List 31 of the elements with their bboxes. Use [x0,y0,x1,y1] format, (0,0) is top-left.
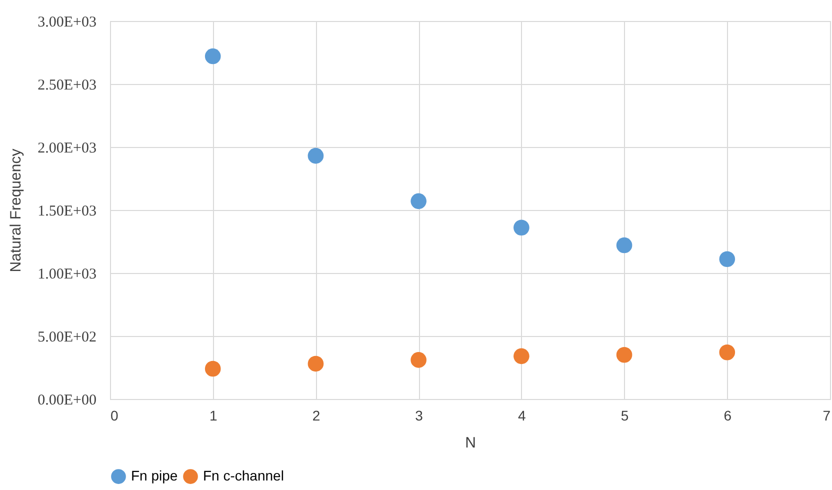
point [410,193,426,210]
point [204,48,221,64]
point [308,148,324,164]
point [514,348,530,364]
x-tick-label: 7 [822,408,831,424]
legend-label: Fn c-channel [203,468,284,484]
y-tick-label: 1.50E+03 [38,204,96,220]
point [308,356,324,372]
y-tick-label: 3.00E+03 [38,14,96,30]
point [616,347,632,363]
y-tick-label: 0.00E+00 [38,392,96,408]
point [616,237,632,254]
x-tick-label: 4 [518,408,526,424]
x-tick-label: 5 [620,408,629,424]
x-axis-title: N [465,434,476,452]
x-tick-label: 1 [209,408,218,424]
point [410,352,426,368]
point [719,344,736,360]
y-tick-label: 5.00E+02 [38,330,96,346]
y-tick-label: 2.00E+03 [38,140,96,156]
x-tick-label: 6 [724,408,732,424]
y-tick-label: 1.00E+03 [38,266,96,282]
point [204,360,221,377]
x-tick-label: 0 [110,408,118,424]
x-tick-label: 3 [415,408,424,424]
point [719,251,736,268]
legend-label: Fn pipe [131,468,178,484]
y-axis-title: Natural Frequency [8,148,25,272]
point [514,220,530,236]
x-tick-label: 2 [312,408,320,424]
y-tick-label: 2.50E+03 [38,78,96,94]
